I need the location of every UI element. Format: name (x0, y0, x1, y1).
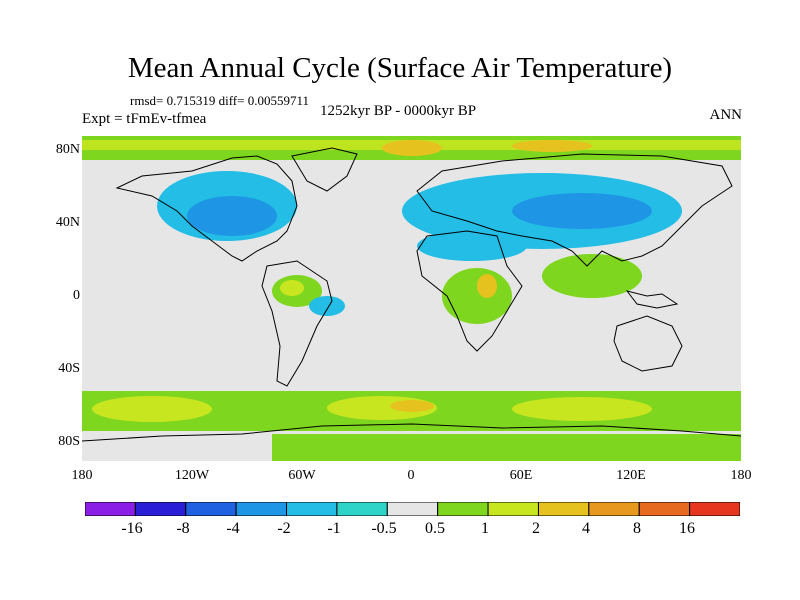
colorbar-label-neg0-5: -0.5 (371, 520, 397, 537)
temperature-anomaly-map (82, 136, 741, 461)
antarctic-warm-band (272, 434, 741, 461)
y-axis-label-40n: 40N (55, 215, 80, 230)
africa-warm (442, 268, 512, 324)
colorbar-label-neg2: -2 (277, 520, 291, 537)
south-asia-warm (542, 254, 642, 298)
y-axis-label-80n: 80N (55, 142, 80, 157)
africa-coast (416, 230, 523, 352)
colorbar-swatch (386, 502, 439, 516)
colorbar-label-1: 1 (481, 520, 489, 537)
x-axis-label-60e: 60E (509, 468, 533, 483)
y-axis-label-80s: 80S (58, 434, 80, 449)
colorbar-label-neg8: -8 (176, 520, 190, 537)
maritime-continent-coast (625, 290, 679, 309)
colorbar-swatch (134, 502, 187, 516)
colorbar-label-neg16: -16 (121, 520, 143, 537)
southern-ocean-warm-core-3 (512, 397, 652, 421)
x-axis-label-180w: 180 (71, 468, 93, 483)
east-africa-warm (477, 274, 497, 298)
colorbar-label-4: 4 (582, 520, 590, 537)
north-america-coast (115, 155, 298, 262)
x-axis-label-0: 0 (407, 468, 415, 483)
eurasia-coast (416, 153, 733, 267)
colorbar-swatch (85, 502, 136, 516)
colorbar-swatch (638, 502, 691, 516)
y-axis-label-40s: 40S (58, 361, 80, 376)
colorbar-swatch (336, 502, 388, 516)
australia-coast (613, 315, 683, 372)
x-axis-label-180e: 180 (730, 468, 752, 483)
southern-ocean-warm-core-1 (92, 396, 212, 422)
colorbar-label-0-5: 0.5 (425, 520, 445, 537)
south-america-coast (261, 260, 333, 387)
cool-anomaly-regions (157, 171, 682, 316)
figure-title: Mean Annual Cycle (Surface Air Temperatu… (127, 52, 673, 84)
colorbar-label-neg4: -4 (226, 520, 240, 537)
x-axis-label-120w: 120W (174, 468, 210, 483)
southern-ocean-warm-spot (390, 400, 434, 412)
warm-anomaly-regions (82, 136, 741, 461)
colorbar-label-8: 8 (633, 520, 641, 537)
antarctica-coast (82, 423, 741, 442)
south-america-cool (309, 296, 345, 316)
colorbar (85, 502, 740, 516)
colorbar-swatch (185, 502, 237, 516)
x-axis-label-60w: 60W (288, 468, 316, 483)
colorbar-swatch (286, 502, 338, 516)
colorbar-swatch (537, 502, 590, 516)
x-axis-label-120e: 120E (616, 468, 646, 483)
arctic-warm-core-2 (512, 140, 592, 152)
colorbar-label-2: 2 (532, 520, 540, 537)
arctic-warm-core (382, 140, 442, 156)
period-label: 1252kyr BP - 0000kyr BP (320, 103, 477, 119)
coastlines (82, 147, 741, 442)
experiment-label: Expt = tFmEv-tfmea (82, 111, 207, 127)
season-label: ANN (709, 107, 743, 123)
colorbar-swatch (689, 502, 740, 516)
amazon-warm-core (280, 280, 304, 296)
colorbar-label-neg1: -1 (327, 520, 341, 537)
north-america-cool-core (187, 196, 277, 236)
greenland-coast (291, 147, 358, 192)
stats-label: rmsd= 0.715319 diff= 0.00559711 (130, 93, 309, 108)
colorbar-label-16: 16 (679, 520, 695, 537)
colorbar-swatch (588, 502, 640, 516)
y-axis-label-0: 0 (73, 288, 80, 303)
colorbar-swatch (437, 502, 489, 516)
colorbar-swatch (235, 502, 288, 516)
eurasia-cool-core (512, 193, 652, 229)
north-africa-cool (417, 231, 527, 261)
colorbar-swatch (487, 502, 539, 516)
